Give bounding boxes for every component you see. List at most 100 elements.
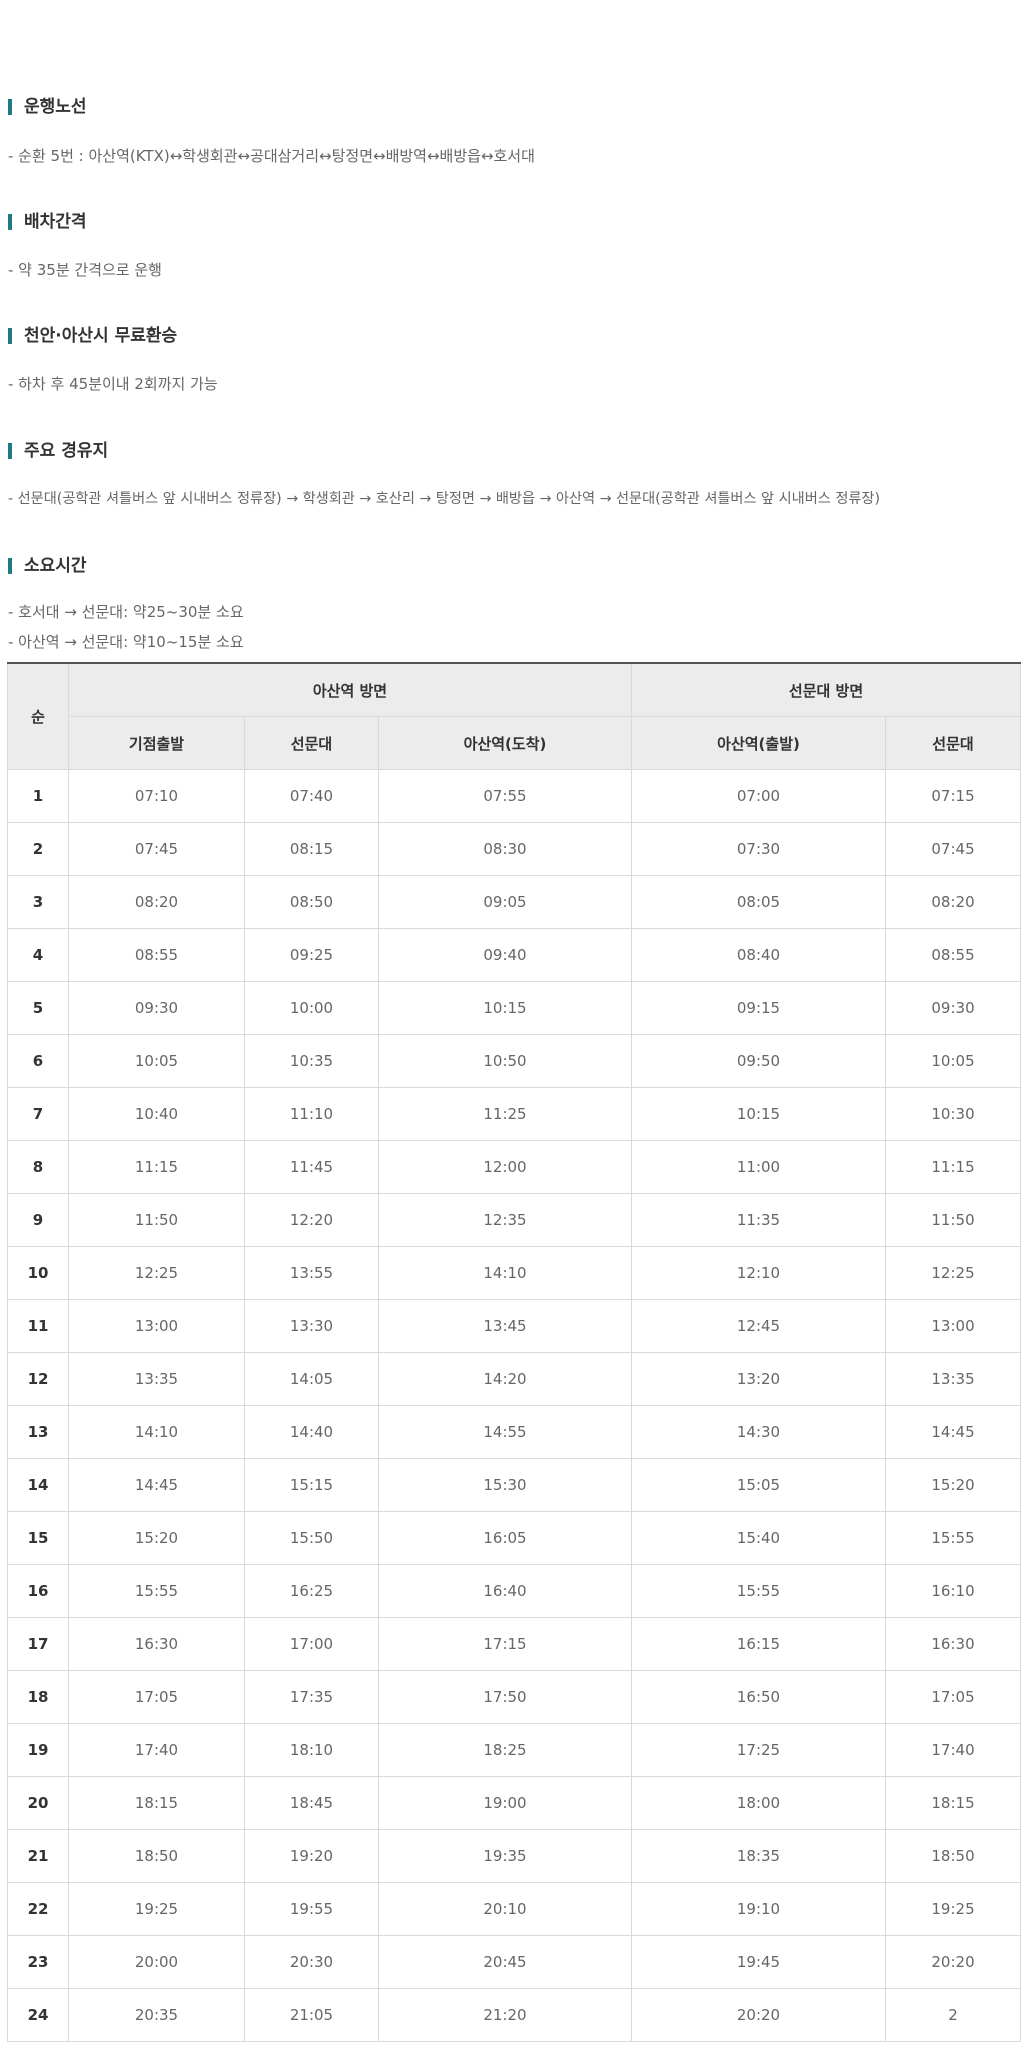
time-cell: 17:25: [631, 1723, 886, 1777]
time-cell: 18:15: [884, 1776, 1022, 1830]
time-cell: 14:10: [68, 1405, 245, 1459]
time-cell: 11:35: [631, 1193, 886, 1247]
time-cell: 16:40: [378, 1564, 632, 1618]
time-cell: 10:50: [378, 1034, 632, 1088]
time-cell: 17:40: [884, 1723, 1022, 1777]
table-row: 8 11:15 11:45 12:00 11:00 11:15: [7, 1140, 1022, 1194]
time-cell: 15:15: [244, 1458, 379, 1512]
row-number: 3: [7, 875, 69, 929]
time-cell: 07:10: [68, 769, 245, 823]
section-title-text: 천안·아산시 무료환승: [24, 326, 178, 346]
row-number: 17: [7, 1617, 69, 1671]
time-cell: 10:15: [631, 1087, 886, 1141]
row-number: 8: [7, 1140, 69, 1194]
time-cell: 15:20: [68, 1511, 245, 1565]
time-cell: 15:55: [631, 1564, 886, 1618]
row-number: 23: [7, 1935, 69, 1989]
time-cell: 15:50: [244, 1511, 379, 1565]
time-cell: 20:10: [378, 1882, 632, 1936]
table-row: 11 13:00 13:30 13:45 12:45 13:00: [7, 1299, 1022, 1353]
time-cell: 12:35: [378, 1193, 632, 1247]
time-cell: 18:00: [631, 1776, 886, 1830]
time-cell: 17:00: [244, 1617, 379, 1671]
header-origin-departure: 기점출발: [68, 716, 245, 770]
time-cell: 17:15: [378, 1617, 632, 1671]
time-cell: 07:00: [631, 769, 886, 823]
row-number: 18: [7, 1670, 69, 1724]
row-number: 14: [7, 1458, 69, 1512]
time-cell: 13:35: [68, 1352, 245, 1406]
bus-timetable: 순 아산역 방면 선문대 방면 기점출발 선문대 아산역(도착) 아산역(출발)…: [7, 662, 1022, 2042]
stops-description: - 선문대(공학관 셔틀버스 앞 시내버스 정류장) → 학생회관 → 호산리 …: [8, 491, 881, 507]
time-cell: 19:55: [244, 1882, 379, 1936]
time-cell: 19:20: [244, 1829, 379, 1883]
table-row: 13 14:10 14:40 14:55 14:30 14:45: [7, 1405, 1022, 1459]
time-cell: 18:10: [244, 1723, 379, 1777]
time-cell: 17:50: [378, 1670, 632, 1724]
time-cell: 19:45: [631, 1935, 886, 1989]
header-group-sunmoon: 선문대 방면: [630, 662, 1022, 717]
table-row: 15 15:20 15:50 16:05 15:40 15:55: [7, 1511, 1022, 1565]
time-cell: 10:00: [244, 981, 379, 1035]
time-cell: 16:50: [631, 1670, 886, 1724]
table-row: 19 17:40 18:10 18:25 17:25 17:40: [7, 1723, 1022, 1777]
time-cell: 21:05: [244, 1988, 379, 2042]
time-cell: 2: [884, 1988, 1022, 2042]
time-cell: 07:30: [631, 822, 886, 876]
header-asan-departure: 아산역(출발): [631, 716, 886, 770]
time-cell: 12:10: [631, 1246, 886, 1300]
time-cell: 08:30: [378, 822, 632, 876]
table-row: 10 12:25 13:55 14:10 12:10 12:25: [7, 1246, 1022, 1300]
time-cell: 18:50: [68, 1829, 245, 1883]
table-row: 6 10:05 10:35 10:50 09:50 10:05: [7, 1034, 1022, 1088]
section-title-stops: 주요 경유지: [8, 440, 108, 462]
time-cell: 15:05: [631, 1458, 886, 1512]
row-number: 12: [7, 1352, 69, 1406]
interval-description: - 약 35분 간격으로 운행: [8, 261, 162, 279]
time-cell: 19:25: [68, 1882, 245, 1936]
table-row: 9 11:50 12:20 12:35 11:35 11:50: [7, 1193, 1022, 1247]
time-cell: 07:55: [378, 769, 632, 823]
time-cell: 11:15: [68, 1140, 245, 1194]
header-asan-arrival: 아산역(도착): [378, 716, 632, 770]
time-cell: 13:00: [884, 1299, 1022, 1353]
row-number: 13: [7, 1405, 69, 1459]
time-cell: 08:55: [884, 928, 1022, 982]
time-cell: 13:20: [631, 1352, 886, 1406]
time-cell: 10:30: [884, 1087, 1022, 1141]
time-cell: 15:55: [884, 1511, 1022, 1565]
section-title-route: 운행노선: [8, 96, 87, 118]
row-number: 15: [7, 1511, 69, 1565]
table-row: 2 07:45 08:15 08:30 07:30 07:45: [7, 822, 1022, 876]
time-cell: 18:35: [631, 1829, 886, 1883]
time-cell: 13:30: [244, 1299, 379, 1353]
time-cell: 15:20: [884, 1458, 1022, 1512]
time-cell: 17:05: [68, 1670, 245, 1724]
row-number: 20: [7, 1776, 69, 1830]
time-cell: 08:15: [244, 822, 379, 876]
time-cell: 16:10: [884, 1564, 1022, 1618]
time-cell: 11:45: [244, 1140, 379, 1194]
time-cell: 17:35: [244, 1670, 379, 1724]
time-cell: 19:25: [884, 1882, 1022, 1936]
row-number: 1: [7, 769, 69, 823]
section-title-duration: 소요시간: [8, 555, 87, 577]
time-cell: 10:05: [68, 1034, 245, 1088]
time-cell: 09:15: [631, 981, 886, 1035]
time-cell: 16:05: [378, 1511, 632, 1565]
time-cell: 14:45: [68, 1458, 245, 1512]
time-cell: 07:45: [884, 822, 1022, 876]
time-cell: 13:35: [884, 1352, 1022, 1406]
time-cell: 10:05: [884, 1034, 1022, 1088]
table-row: 17 16:30 17:00 17:15 16:15 16:30: [7, 1617, 1022, 1671]
time-cell: 09:40: [378, 928, 632, 982]
table-row: 3 08:20 08:50 09:05 08:05 08:20: [7, 875, 1022, 929]
time-cell: 09:30: [68, 981, 245, 1035]
header-group-asan-station: 아산역 방면: [68, 662, 632, 717]
duration-description-2: - 아산역 → 선문대: 약10~15분 소요: [8, 633, 244, 651]
row-number: 22: [7, 1882, 69, 1936]
table-row: 24 20:35 21:05 21:20 20:20 2: [7, 1988, 1022, 2042]
section-title-transfer: 천안·아산시 무료환승: [8, 325, 177, 347]
time-cell: 14:55: [378, 1405, 632, 1459]
time-cell: 20:20: [631, 1988, 886, 2042]
